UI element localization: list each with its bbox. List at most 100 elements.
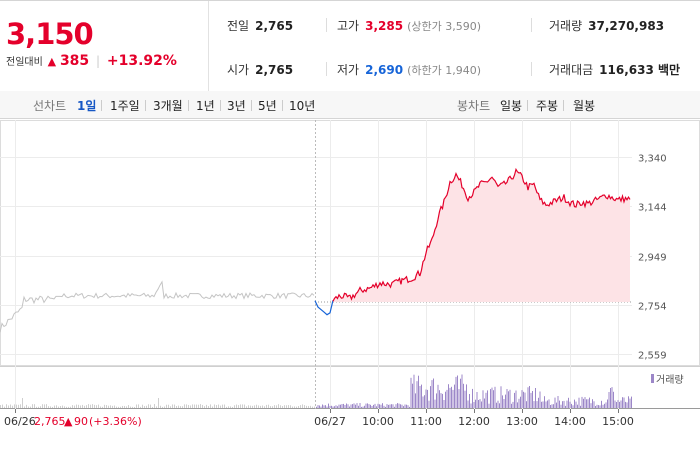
volume-bar bbox=[629, 398, 631, 408]
volume-bar bbox=[48, 406, 49, 408]
up-line bbox=[332, 167, 631, 302]
y-tick-label: 3,340 bbox=[638, 154, 667, 165]
volume-bar bbox=[140, 406, 141, 408]
volume-bar bbox=[188, 404, 189, 408]
tab-10year[interactable]: 10년 bbox=[289, 99, 316, 113]
stat-amount: 거래대금 116,633 백만 bbox=[549, 63, 681, 77]
volume-bar bbox=[559, 400, 560, 408]
volume-bar bbox=[134, 406, 135, 408]
up-arrow-icon: ▲ bbox=[47, 55, 57, 68]
volume-bar bbox=[256, 404, 257, 408]
volume-bar bbox=[536, 401, 538, 408]
stat-divider bbox=[531, 62, 532, 76]
tab-5year[interactable]: 5년 bbox=[258, 99, 277, 113]
volume-bar bbox=[292, 406, 293, 408]
volume-bar bbox=[427, 389, 428, 408]
volume-bar bbox=[320, 406, 322, 408]
prev-day-line bbox=[0, 280, 315, 333]
volume-bar bbox=[527, 387, 529, 408]
tab-daily-candle[interactable]: 일봉 bbox=[500, 99, 523, 113]
volume-bar bbox=[358, 405, 359, 408]
volume-bar bbox=[236, 404, 237, 408]
volume-bar bbox=[505, 394, 506, 408]
volume-bar bbox=[446, 389, 448, 408]
tab-monthly-candle[interactable]: 월봉 bbox=[573, 99, 596, 113]
volume-bar bbox=[16, 404, 17, 408]
volume-bar bbox=[512, 401, 514, 408]
volume-bar bbox=[419, 386, 421, 408]
volume-bar bbox=[449, 387, 451, 408]
volume-bar bbox=[382, 403, 383, 408]
volume-bar bbox=[589, 397, 590, 408]
tab-3month[interactable]: 3개월 bbox=[153, 99, 183, 113]
volume-bar bbox=[170, 406, 171, 408]
volume-bar bbox=[470, 403, 472, 408]
y-tick-label: 3,144 bbox=[638, 203, 667, 214]
volume-bar bbox=[202, 404, 203, 408]
volume-bar bbox=[392, 404, 394, 408]
volume-bar bbox=[208, 406, 209, 408]
volume-bar bbox=[518, 398, 520, 408]
tab-weekly-candle[interactable]: 주봉 bbox=[536, 99, 559, 113]
volume-bar bbox=[310, 405, 311, 408]
volume-bar bbox=[54, 405, 55, 408]
volume-bar bbox=[515, 390, 517, 408]
volume-bar bbox=[538, 397, 539, 408]
volume-bar bbox=[602, 404, 604, 408]
volume-bar bbox=[200, 404, 201, 408]
volume-bar bbox=[622, 397, 623, 408]
volume-bar bbox=[108, 405, 109, 408]
volume-bar bbox=[332, 406, 334, 408]
volume-bar bbox=[132, 406, 133, 408]
volume-bar bbox=[164, 406, 165, 408]
volume-bar bbox=[508, 391, 509, 408]
volume-bar bbox=[434, 399, 436, 408]
volume-bar bbox=[212, 406, 213, 408]
volume-bar bbox=[580, 405, 581, 408]
volume-bar bbox=[553, 404, 554, 408]
volume-bar bbox=[70, 406, 71, 408]
prev-day-date: 06/26 bbox=[4, 415, 36, 428]
stat-divider bbox=[531, 18, 532, 32]
volume-bar bbox=[362, 406, 364, 408]
volume-bar bbox=[38, 406, 39, 408]
volume-legend-swatch bbox=[651, 374, 654, 383]
volume-bar bbox=[412, 383, 413, 408]
volume-bar bbox=[250, 405, 251, 408]
volume-bar bbox=[550, 405, 551, 408]
tab-1day[interactable]: 1일 bbox=[77, 99, 97, 113]
volume-bar bbox=[338, 404, 340, 408]
volume-bar bbox=[428, 400, 430, 408]
volume-bar bbox=[346, 403, 347, 408]
volume-bar bbox=[592, 399, 593, 408]
volume-bar bbox=[394, 406, 395, 408]
x-tick-label: 13:00 bbox=[506, 415, 538, 428]
tab-3year[interactable]: 3년 bbox=[227, 99, 246, 113]
volume-bar bbox=[44, 404, 45, 408]
volume-bar bbox=[391, 404, 392, 408]
volume-bar bbox=[496, 402, 497, 408]
volume-bar bbox=[220, 405, 221, 408]
volume-bar bbox=[572, 405, 574, 408]
volume-bar bbox=[466, 384, 467, 408]
volume-bar bbox=[128, 405, 129, 408]
volume-bar bbox=[176, 406, 177, 408]
tab-1year[interactable]: 1년 bbox=[196, 99, 215, 113]
volume-bar bbox=[511, 403, 512, 408]
volume-bar bbox=[98, 404, 99, 408]
tab-divider bbox=[101, 100, 102, 111]
volume-bar bbox=[385, 406, 386, 408]
volume-bar bbox=[458, 389, 460, 408]
volume-bar bbox=[386, 404, 388, 408]
volume-bar bbox=[260, 405, 261, 408]
volume-bar bbox=[290, 405, 291, 408]
volume-bar bbox=[258, 405, 259, 408]
volume-bar bbox=[160, 405, 161, 408]
volume-bar bbox=[304, 405, 305, 408]
volume-bar bbox=[198, 404, 199, 408]
tab-1week[interactable]: 1주일 bbox=[110, 99, 140, 113]
volume-bar bbox=[601, 400, 602, 408]
volume-bar bbox=[418, 375, 419, 408]
volume-bar bbox=[136, 404, 137, 408]
volume-bar bbox=[138, 404, 139, 408]
